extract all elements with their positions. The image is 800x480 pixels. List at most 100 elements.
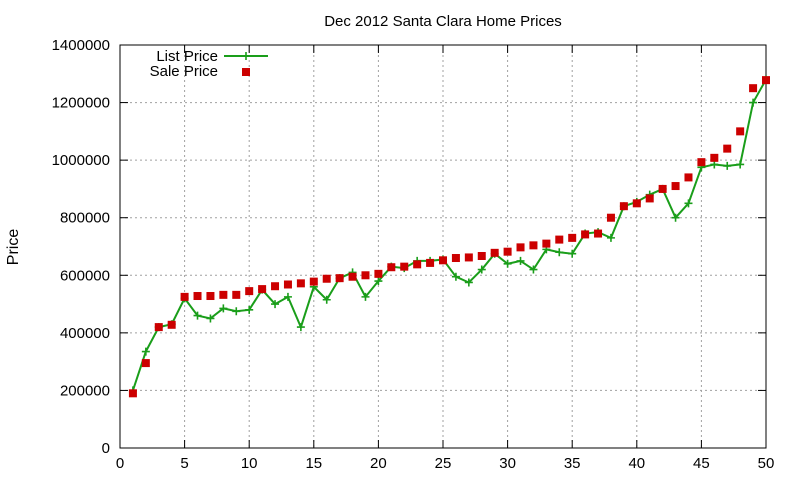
y-tick-label: 400000 — [60, 325, 110, 342]
legend-swatch-sale-price — [242, 68, 250, 76]
sale-price-point — [335, 274, 344, 283]
sale-price-point — [180, 292, 189, 301]
x-tick-label: 0 — [116, 455, 124, 472]
legend-swatch-list-price-marker — [242, 52, 250, 60]
sale-price-point — [309, 277, 318, 286]
sale-price-point — [464, 253, 473, 262]
y-tick-label: 200000 — [60, 382, 110, 399]
sale-price-point — [361, 271, 370, 280]
list-price-point — [219, 304, 228, 313]
sale-price-point — [451, 254, 460, 263]
list-price-point — [361, 292, 370, 301]
list-price-point — [477, 265, 486, 274]
list-price-point — [529, 265, 538, 274]
list-price-point — [606, 233, 615, 242]
list-price-point — [271, 300, 280, 309]
sale-price-point — [762, 76, 770, 85]
list-price-point — [516, 256, 525, 265]
list-price-point — [749, 98, 758, 107]
sale-price-point — [348, 272, 357, 281]
sale-price-point — [232, 290, 241, 299]
legend-label-list-price: List Price — [156, 48, 218, 65]
sale-price-point — [736, 127, 745, 136]
list-price-point — [283, 292, 292, 301]
sale-price-point — [206, 292, 215, 301]
sale-price-point — [490, 248, 499, 257]
sale-price-point — [671, 182, 680, 191]
chart-title: Dec 2012 Santa Clara Home Prices — [324, 13, 562, 30]
y-tick-label: 1000000 — [52, 152, 110, 169]
list-price-point — [451, 272, 460, 281]
sale-price-point — [258, 285, 267, 294]
x-tick-label: 30 — [499, 455, 516, 472]
axis-ticks: 0 200000 400000 600000 800000 1000000 1200000 1… — [52, 37, 775, 472]
legend-label-sale-price: Sale Price — [150, 63, 218, 80]
x-tick-label: 20 — [370, 455, 387, 472]
series-layer — [128, 75, 770, 398]
sale-price-point — [400, 262, 409, 271]
sale-price-point — [167, 320, 176, 329]
sale-price-point — [322, 274, 331, 283]
sale-price-point — [710, 153, 719, 162]
sale-price-point — [219, 290, 228, 299]
sale-price-point — [245, 287, 254, 296]
x-tick-label: 50 — [758, 455, 775, 472]
x-tick-label: 35 — [564, 455, 581, 472]
sale-price-point — [516, 243, 525, 252]
list-price-point — [206, 314, 215, 323]
x-tick-label: 15 — [305, 455, 322, 472]
y-tick-label: 600000 — [60, 267, 110, 284]
sale-price-point — [296, 279, 305, 288]
list-price-point — [296, 323, 305, 332]
list-price-point — [723, 161, 732, 170]
y-tick-label: 1400000 — [52, 37, 110, 54]
sale-price-point — [283, 280, 292, 289]
list-price-point — [141, 347, 150, 356]
list-price-point — [245, 305, 254, 314]
list-price-point — [464, 278, 473, 287]
sale-price-point — [684, 173, 693, 182]
sale-price-point — [581, 230, 590, 239]
sale-price-point — [154, 323, 163, 332]
x-tick-label: 10 — [241, 455, 258, 472]
sale-price-point — [619, 202, 628, 211]
sale-price-point — [128, 389, 137, 398]
x-tick-label: 25 — [435, 455, 452, 472]
y-tick-label: 1200000 — [52, 95, 110, 112]
sale-price-point — [529, 241, 538, 250]
sale-price-point — [374, 269, 383, 278]
sale-price-point — [723, 144, 732, 153]
sale-price-point — [749, 84, 758, 93]
x-tick-label: 5 — [180, 455, 188, 472]
list-price-point — [232, 307, 241, 316]
list-price-point — [671, 213, 680, 222]
sale-price-point — [387, 263, 396, 272]
sale-price-point — [645, 194, 654, 203]
sale-price-point — [271, 282, 280, 291]
list-price-point — [374, 277, 383, 286]
y-tick-label: 0 — [102, 440, 110, 457]
sale-price-point — [697, 158, 706, 167]
sale-price-point — [632, 199, 641, 208]
sale-price-point — [503, 247, 512, 256]
sale-price-point — [413, 260, 422, 269]
list-price-point — [684, 199, 693, 208]
y-axis-label: Price — [5, 229, 22, 266]
list-price-point — [193, 311, 202, 320]
sale-price-point — [193, 292, 202, 301]
sale-price-point — [439, 256, 447, 265]
list-price-point — [568, 249, 577, 258]
grid — [120, 45, 766, 448]
sale-price-point — [542, 239, 551, 248]
list-price-point — [736, 160, 745, 169]
sale-price-point — [555, 235, 564, 244]
sale-price-point — [477, 251, 486, 260]
y-tick-label: 800000 — [60, 210, 110, 227]
list-price-point — [555, 248, 564, 257]
sale-price-point — [606, 213, 615, 222]
x-tick-label: 40 — [628, 455, 645, 472]
list-price-point — [503, 259, 512, 268]
sale-price-point — [141, 359, 150, 368]
